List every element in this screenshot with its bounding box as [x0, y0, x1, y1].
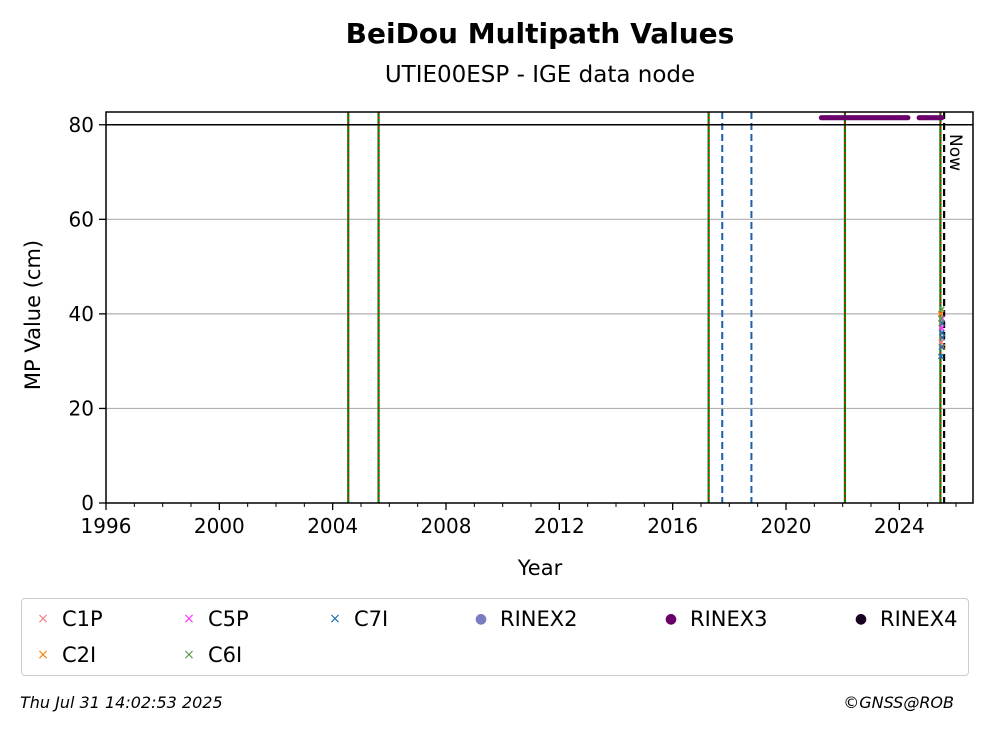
- data-point-c7i: [938, 329, 945, 336]
- data-point-c7i: [939, 320, 946, 327]
- chart-title: BeiDou Multipath Values: [346, 17, 735, 50]
- x-tick-label: 2008: [421, 514, 472, 538]
- data-point-c5p: [938, 325, 945, 332]
- data-point-c5p: [939, 315, 946, 322]
- plot-frame: [105, 111, 974, 504]
- legend-marker-icon: ●: [474, 611, 488, 627]
- chart-subtitle: UTIE00ESP - IGE data node: [385, 62, 695, 88]
- y-tick-label: 80: [69, 113, 94, 137]
- legend-label: C2I: [62, 643, 97, 667]
- legend: × C1P × C5P × C7I ● RINEX2 ● RINEX3 ● RINEX4 × C2I × C6…: [21, 598, 969, 676]
- legend-label: C6I: [208, 643, 243, 667]
- legend-marker-icon: ×: [183, 647, 195, 663]
- y-axis-label: MP Value (cm): [21, 240, 45, 390]
- data-point-c6i: [938, 306, 945, 313]
- legend-marker-icon: ×: [183, 611, 195, 627]
- y-tick-label: 60: [69, 207, 94, 231]
- data-point-c7i: [939, 334, 946, 341]
- now-label: Now: [945, 134, 965, 171]
- legend-item-rinex2: ● RINEX2: [468, 606, 578, 632]
- legend-marker-icon: ●: [664, 611, 678, 627]
- y-tick-label: 0: [81, 491, 94, 515]
- legend-item-rinex4: ● RINEX4: [848, 606, 958, 632]
- x-tick-label: 2024: [874, 514, 925, 538]
- data-point-c1p: [938, 339, 945, 346]
- x-tick-label: 2000: [194, 514, 245, 538]
- x-tick-label: 2004: [307, 514, 358, 538]
- footer-timestamp: Thu Jul 31 14:02:53 2025: [20, 693, 223, 712]
- legend-item-c5p: × C5P: [176, 606, 249, 632]
- data-point-c2i: [937, 310, 944, 317]
- legend-item-c2i: × C2I: [30, 642, 96, 668]
- legend-label: C5P: [208, 607, 249, 631]
- legend-label: RINEX3: [690, 607, 768, 631]
- legend-marker-icon: ×: [37, 647, 49, 663]
- x-tick-label: 2016: [647, 514, 698, 538]
- data-point-rinex3: [939, 115, 945, 121]
- legend-item-c7i: × C7I: [322, 606, 388, 632]
- legend-marker-icon: ●: [854, 611, 868, 627]
- plot-area: Now 1996 2000 2004 2008 2012 2016 2020 2024 0 20 40…: [69, 111, 974, 538]
- legend-label: C7I: [354, 607, 389, 631]
- legend-item-c1p: × C1P: [30, 606, 103, 632]
- legend-marker-icon: ×: [37, 611, 49, 627]
- x-tick-label: 1996: [81, 514, 132, 538]
- legend-label: RINEX2: [500, 607, 578, 631]
- x-tick-label: 2012: [534, 514, 585, 538]
- legend-item-rinex3: ● RINEX3: [658, 606, 768, 632]
- y-tick-label: 20: [69, 396, 94, 420]
- data-point-rinex3: [905, 115, 911, 121]
- data-point-c6i: [937, 315, 945, 322]
- data-point-c7i: [938, 343, 945, 351]
- legend-item-c6i: × C6I: [176, 642, 242, 668]
- footer-credit: ©GNSS@ROB: [843, 693, 954, 712]
- legend-label: RINEX4: [880, 607, 958, 631]
- legend-label: C1P: [62, 607, 103, 631]
- x-axis-label: Year: [517, 556, 563, 580]
- x-tick-label: 2020: [761, 514, 812, 538]
- data-point-c7i: [937, 353, 945, 360]
- y-tick-label: 40: [69, 302, 94, 326]
- multipath-chart: BeiDou Multipath Values UTIE00ESP - IGE …: [21, 17, 974, 580]
- legend-marker-icon: ×: [329, 611, 341, 627]
